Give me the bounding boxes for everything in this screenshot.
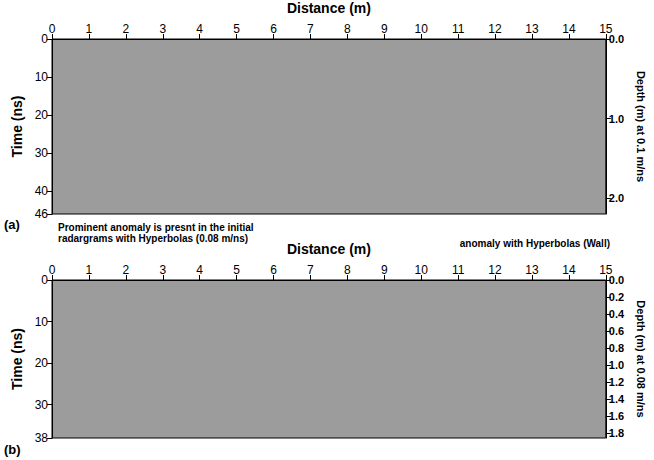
svg-text:anomaly with Hyperbolas (Wall): anomaly with Hyperbolas (Wall) <box>460 238 610 249</box>
svg-text:(b): (b) <box>4 442 21 457</box>
svg-text:Distance (m): Distance (m) <box>287 0 371 16</box>
svg-text:3: 3 <box>159 263 166 277</box>
svg-text:13: 13 <box>525 263 539 277</box>
svg-text:20: 20 <box>35 108 49 122</box>
svg-text:Distance (m): Distance (m) <box>287 241 371 257</box>
svg-text:7: 7 <box>307 22 314 36</box>
svg-text:14: 14 <box>562 22 576 36</box>
svg-text:Time (ns): Time (ns) <box>9 328 25 390</box>
svg-text:2.0: 2.0 <box>609 192 624 204</box>
svg-text:2: 2 <box>122 263 129 277</box>
svg-text:8: 8 <box>344 22 351 36</box>
svg-text:Depth (m) at 0.1 m/ns: Depth (m) at 0.1 m/ns <box>635 71 647 182</box>
svg-text:15: 15 <box>599 263 613 277</box>
svg-text:0.6: 0.6 <box>609 325 624 337</box>
svg-text:5: 5 <box>233 22 240 36</box>
svg-text:0: 0 <box>49 263 56 277</box>
svg-text:6: 6 <box>270 263 277 277</box>
svg-text:46: 46 <box>35 207 49 221</box>
svg-text:38: 38 <box>35 431 49 445</box>
svg-text:13: 13 <box>525 22 539 36</box>
svg-text:0.8: 0.8 <box>609 342 624 354</box>
svg-text:1.0: 1.0 <box>609 359 624 371</box>
svg-text:30: 30 <box>35 146 49 160</box>
svg-text:8: 8 <box>344 263 351 277</box>
svg-text:12: 12 <box>488 22 502 36</box>
svg-text:0.0: 0.0 <box>608 274 625 286</box>
svg-text:10: 10 <box>35 315 49 329</box>
svg-text:1.6: 1.6 <box>609 410 624 422</box>
svg-text:10: 10 <box>415 22 429 36</box>
svg-text:1.4: 1.4 <box>609 393 625 405</box>
svg-text:1: 1 <box>86 22 93 36</box>
svg-text:1.2: 1.2 <box>609 376 624 388</box>
svg-text:12: 12 <box>488 263 502 277</box>
svg-text:(a): (a) <box>4 217 20 232</box>
svg-text:40: 40 <box>35 184 49 198</box>
svg-text:10: 10 <box>35 70 49 84</box>
svg-text:11: 11 <box>452 263 465 277</box>
svg-text:20: 20 <box>35 356 49 370</box>
svg-text:1.0: 1.0 <box>609 113 624 125</box>
svg-text:1.8: 1.8 <box>609 427 624 439</box>
svg-text:10: 10 <box>415 263 429 277</box>
svg-text:0: 0 <box>41 32 48 46</box>
svg-text:9: 9 <box>381 22 388 36</box>
svg-text:7: 7 <box>307 263 314 277</box>
svg-text:4: 4 <box>196 22 203 36</box>
svg-text:5: 5 <box>233 263 240 277</box>
svg-text:0.0: 0.0 <box>608 33 625 45</box>
svg-text:11: 11 <box>452 22 465 36</box>
svg-text:14: 14 <box>562 263 576 277</box>
svg-text:4: 4 <box>196 263 203 277</box>
svg-text:6: 6 <box>270 22 277 36</box>
svg-text:0: 0 <box>49 22 56 36</box>
svg-text:3: 3 <box>159 22 166 36</box>
svg-text:Prominent anomaly is presnt in: Prominent anomaly is presnt in the initi… <box>58 222 256 233</box>
svg-text:Depth (m) at 0.08 m/ns: Depth (m) at 0.08 m/ns <box>635 300 647 417</box>
svg-text:0: 0 <box>41 273 48 287</box>
svg-text:9: 9 <box>381 263 388 277</box>
svg-text:Time (ns): Time (ns) <box>9 96 25 158</box>
svg-text:0.4: 0.4 <box>609 308 625 320</box>
svg-text:2: 2 <box>122 22 129 36</box>
svg-text:1: 1 <box>86 263 93 277</box>
svg-text:0.2: 0.2 <box>609 291 624 303</box>
svg-text:30: 30 <box>35 398 49 412</box>
svg-text:15: 15 <box>599 22 613 36</box>
svg-text:radargrams with Hyperbolas (0.: radargrams with Hyperbolas (0.08 m/ns) <box>58 233 248 244</box>
